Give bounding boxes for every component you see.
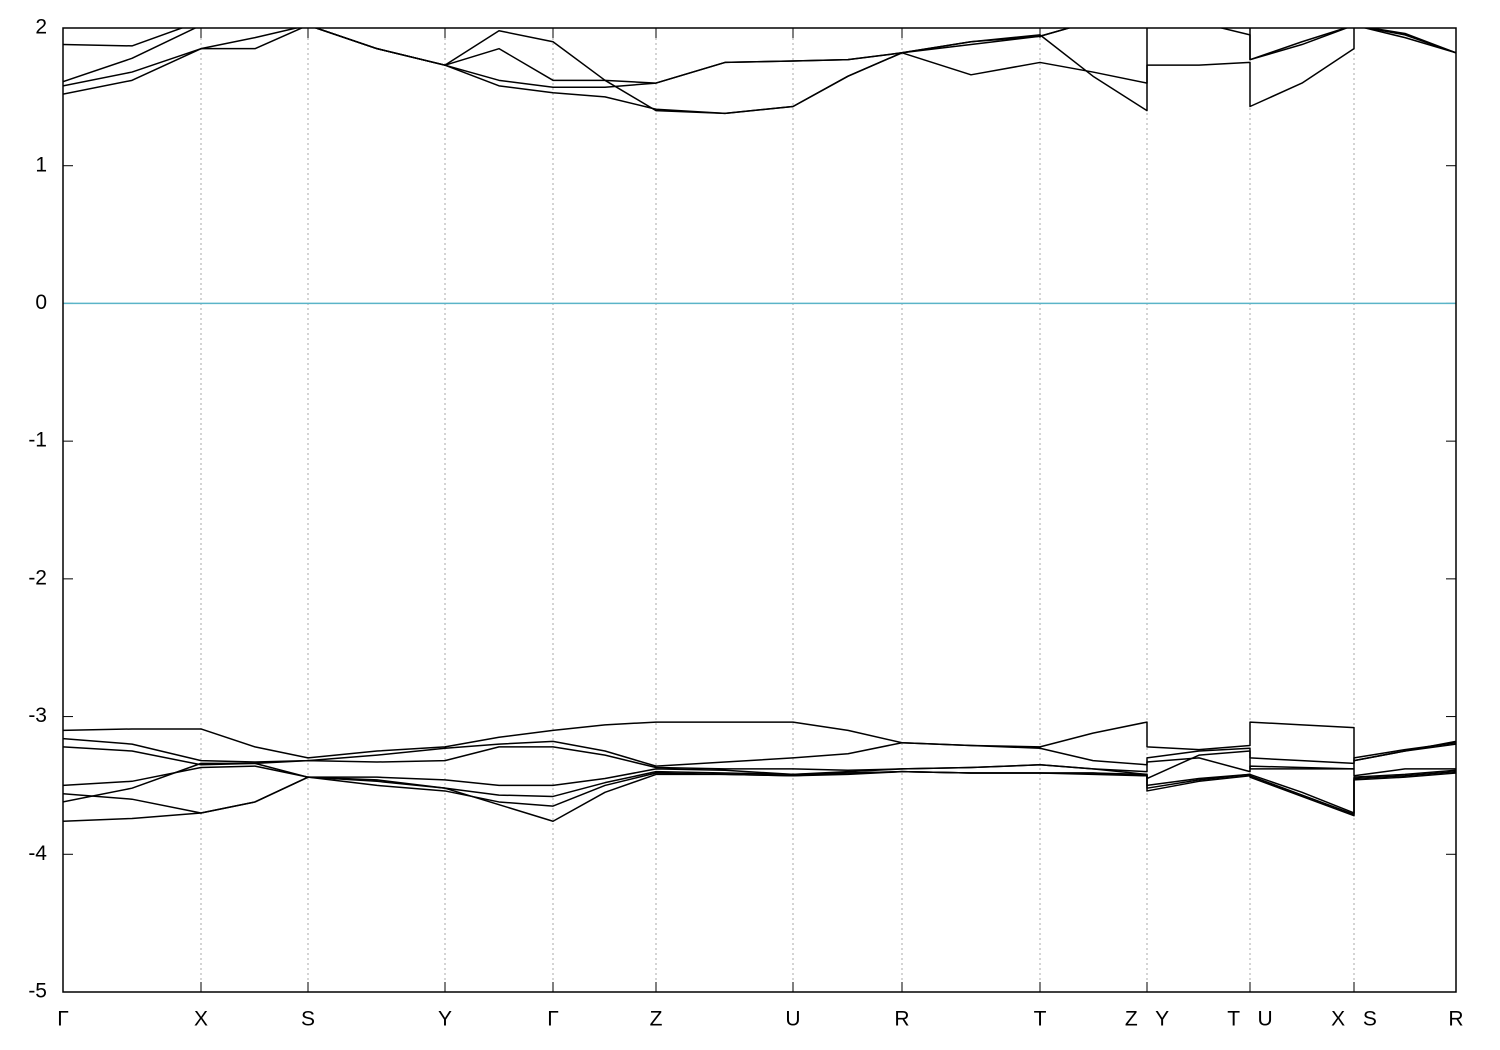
band-line — [63, 762, 1456, 816]
y-tick-label: -2 — [28, 566, 47, 589]
x-tick-label: Z — [650, 1008, 663, 1031]
x-tick-label: U — [785, 1008, 800, 1031]
x-tick-label: T — [1034, 1008, 1047, 1031]
x-tick-label: Γ — [57, 1008, 69, 1031]
y-tick-label: 2 — [35, 16, 47, 39]
band-line — [63, 28, 1456, 88]
y-tick-label: -4 — [28, 842, 47, 865]
band-line — [63, 737, 1456, 767]
bands — [63, 28, 1456, 822]
x-tick-label: Z Y — [1125, 1008, 1169, 1031]
x-tick-label: X — [194, 1008, 208, 1031]
plot-frame — [62, 27, 1457, 993]
band-line — [63, 750, 1456, 787]
y-tick-label: -5 — [28, 980, 47, 1003]
y-tick-label: 0 — [35, 291, 47, 314]
y-tick-label: -1 — [28, 429, 47, 452]
band-line — [63, 770, 1456, 822]
x-tick-label: Γ — [547, 1008, 559, 1031]
band-line — [63, 28, 1072, 115]
x-tick-label: X S — [1331, 1008, 1377, 1031]
x-tick-label: R — [894, 1008, 909, 1031]
x-tick-label: Y — [438, 1008, 452, 1031]
x-tick-label: T U — [1227, 1008, 1272, 1031]
x-tick-label: R — [1448, 1008, 1463, 1031]
band-line — [63, 721, 1456, 762]
y-tick-label: 1 — [35, 153, 47, 176]
y-tick-label: -3 — [28, 704, 47, 727]
x-tick-label: S — [301, 1008, 315, 1031]
band-line — [63, 28, 1456, 115]
band-line — [63, 28, 1456, 84]
